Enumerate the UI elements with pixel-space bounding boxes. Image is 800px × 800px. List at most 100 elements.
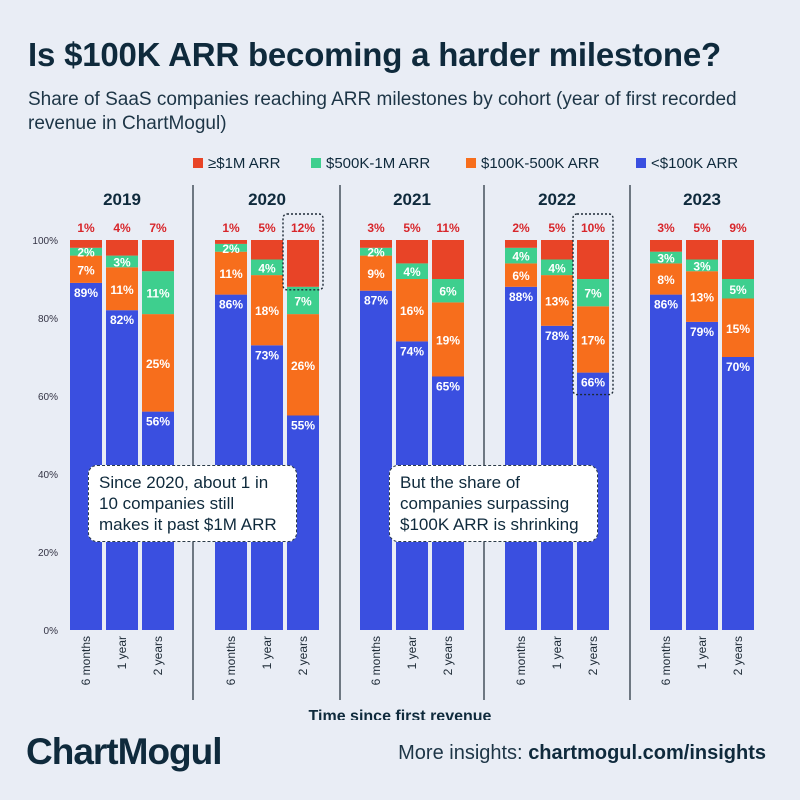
callout-1m-arr: Since 2020, about 1 in 10 companies stil… — [88, 465, 297, 542]
legend-label-below_100k: <$100K ARR — [651, 155, 738, 172]
data-label-r100k_500k: 17% — [581, 333, 605, 347]
bar-2023-6-months-r500k_1m — [650, 251, 682, 264]
bar-2021-2-years-above_1m — [432, 240, 464, 279]
bar-2021-6-months-below_100k — [360, 290, 392, 630]
bar-2022-6-months-above_1m — [505, 240, 537, 248]
data-label-below_100k: 66% — [581, 376, 605, 390]
data-label-below_100k: 79% — [690, 325, 714, 339]
data-label-r100k_500k: 15% — [726, 322, 750, 336]
data-label-below_100k: 89% — [74, 286, 98, 300]
data-label-r100k_500k: 8% — [657, 273, 675, 287]
bar-2020-6-months-r500k_1m — [215, 243, 247, 252]
data-label-r500k_1m: 3% — [113, 255, 131, 269]
cohort-label-2020: 2020 — [248, 190, 286, 209]
data-label-above_1m: 10% — [581, 221, 605, 235]
bar-2022-2-years-r500k_1m — [577, 279, 609, 307]
bar-2021-2-years-r500k_1m — [432, 279, 464, 303]
x-tick-label: 6 months — [79, 636, 93, 685]
x-tick-label: 6 months — [514, 636, 528, 685]
bar-2019-6-months-r500k_1m — [70, 247, 102, 256]
data-label-r100k_500k: 26% — [291, 359, 315, 373]
data-label-below_100k: 88% — [509, 290, 533, 304]
x-tick-label: 6 months — [369, 636, 383, 685]
data-label-above_1m: 3% — [367, 221, 385, 235]
x-tick-label: 6 months — [224, 636, 238, 685]
x-tick-label: 6 months — [659, 636, 673, 685]
data-label-above_1m: 1% — [77, 221, 95, 235]
x-tick-label: 2 years — [731, 636, 745, 675]
y-tick-label: 60% — [38, 392, 58, 403]
data-label-above_1m: 11% — [436, 221, 460, 235]
chartmogul-logo: ChartMogul — [26, 731, 223, 772]
bar-2023-2-years-below_100k — [722, 357, 754, 630]
data-label-r500k_1m: 4% — [258, 261, 276, 275]
data-label-r500k_1m: 7% — [294, 294, 312, 308]
data-label-above_1m: 5% — [258, 221, 276, 235]
data-label-below_100k: 82% — [110, 313, 134, 327]
data-label-above_1m: 7% — [149, 221, 167, 235]
bar-2020-1-year-r100k_500k — [251, 275, 283, 346]
legend-label-r100k_500k: $100K-500K ARR — [481, 155, 600, 172]
x-tick-label: 2 years — [441, 636, 455, 675]
bar-2023-6-months-above_1m — [650, 240, 682, 252]
data-label-above_1m: 9% — [729, 221, 747, 235]
x-tick-label: 2 years — [296, 636, 310, 675]
y-tick-label: 40% — [38, 470, 58, 481]
y-tick-label: 80% — [38, 314, 58, 325]
data-label-below_100k: 56% — [146, 415, 170, 429]
bar-2023-2-years-r500k_1m — [722, 279, 754, 299]
data-label-r500k_1m: 11% — [146, 287, 170, 301]
bar-2020-1-year-r500k_1m — [251, 259, 283, 276]
bar-2022-1-year-r500k_1m — [541, 259, 573, 276]
bar-2021-1-year-r100k_500k — [396, 279, 428, 342]
callout-100k-arr: But the share of companies surpassing $1… — [389, 465, 598, 542]
data-label-r500k_1m: 4% — [403, 265, 421, 279]
data-label-below_100k: 78% — [545, 329, 569, 343]
bar-2019-6-months-r100k_500k — [70, 255, 102, 283]
data-label-r100k_500k: 9% — [367, 267, 385, 281]
cohort-label-2021: 2021 — [393, 190, 431, 209]
data-label-r100k_500k: 25% — [146, 357, 170, 371]
bar-2022-6-months-r500k_1m — [505, 247, 537, 264]
data-label-r500k_1m: 4% — [512, 250, 530, 264]
legend-swatch-r500k_1m — [311, 158, 321, 168]
footer-insights[interactable]: More insights: chartmogul.com/insights — [398, 742, 766, 765]
data-label-r500k_1m: 7% — [584, 287, 602, 301]
bar-2020-2-years-above_1m — [287, 240, 319, 287]
chart-title: Is $100K ARR becoming a harder milestone… — [28, 36, 721, 73]
bar-2020-2-years-r500k_1m — [287, 286, 319, 315]
bar-2021-6-months-r100k_500k — [360, 255, 392, 291]
y-tick-label: 0% — [44, 626, 59, 637]
bar-2020-1-year-above_1m — [251, 240, 283, 260]
cohort-label-2023: 2023 — [683, 190, 721, 209]
insights-link[interactable]: chartmogul.com/insights — [528, 742, 766, 764]
legend-swatch-below_100k — [636, 158, 646, 168]
data-label-below_100k: 65% — [436, 380, 460, 394]
legend-label-r500k_1m: $500K-1M ARR — [326, 155, 430, 172]
data-label-r500k_1m: 2% — [222, 242, 240, 256]
bar-2020-2-years-r100k_500k — [287, 314, 319, 416]
legend-label-above_1m: ≥$1M ARR — [208, 155, 281, 172]
bar-2022-1-year-above_1m — [541, 240, 573, 260]
bar-2019-2-years-above_1m — [142, 240, 174, 272]
highlight-box-2022-2-years — [572, 213, 614, 396]
bar-2020-6-months-r100k_500k — [215, 251, 247, 295]
bar-2022-1-year-r100k_500k — [541, 275, 573, 326]
y-tick-label: 20% — [38, 548, 58, 559]
data-label-r100k_500k: 13% — [690, 291, 714, 305]
data-label-below_100k: 86% — [654, 298, 678, 312]
data-label-above_1m: 5% — [548, 221, 566, 235]
data-label-above_1m: 1% — [222, 221, 240, 235]
bar-2020-6-months-above_1m — [215, 240, 247, 244]
highlight-box-2020-2-years — [282, 213, 324, 291]
data-label-r500k_1m: 4% — [548, 261, 566, 275]
bar-2023-6-months-r100k_500k — [650, 263, 682, 295]
data-label-r500k_1m: 2% — [367, 246, 385, 260]
data-label-below_100k: 74% — [400, 344, 424, 358]
data-label-r100k_500k: 11% — [219, 267, 243, 281]
data-label-above_1m: 3% — [657, 221, 675, 235]
bar-2019-2-years-r500k_1m — [142, 271, 174, 315]
x-tick-label: 1 year — [695, 636, 709, 669]
cohort-label-2019: 2019 — [103, 190, 141, 209]
bar-2023-1-year-r100k_500k — [686, 271, 718, 322]
